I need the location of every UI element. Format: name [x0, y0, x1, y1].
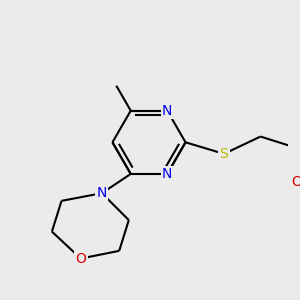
Text: S: S: [220, 147, 228, 161]
Text: N: N: [162, 167, 172, 181]
Text: N: N: [162, 104, 172, 118]
Text: O: O: [292, 175, 300, 189]
Text: O: O: [75, 251, 86, 266]
Text: N: N: [97, 186, 107, 200]
